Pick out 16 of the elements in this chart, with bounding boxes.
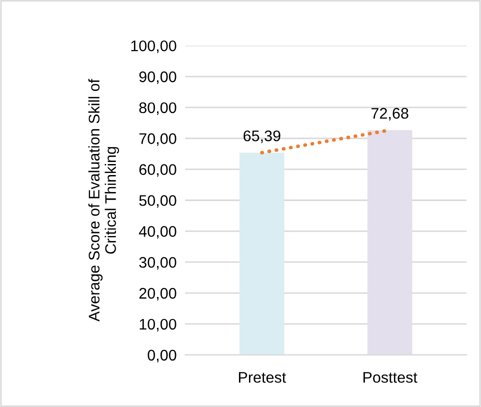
y-tick-label: 30,00 [139, 256, 176, 270]
x-tick-label: Posttest [363, 372, 418, 383]
y-tick-label: 80,00 [139, 102, 176, 115]
data-label: 72,68 [372, 108, 408, 121]
y-tick-label: 20,00 [139, 288, 176, 301]
data-label: 65,39 [244, 130, 280, 144]
x-tick-label: Pretest [238, 372, 286, 383]
y-tick-label: 10,00 [140, 318, 176, 332]
y-tick-label: 40,00 [138, 226, 176, 239]
y-tick-label: 60,00 [139, 164, 176, 177]
y-tick-label: 50,00 [139, 195, 176, 208]
y-tick-label: 0,00 [148, 350, 176, 362]
y-tick-label: 100,00 [131, 40, 176, 54]
y-axis-title: Average Score of Evaluation Skill of Critical Thinking [88, 78, 120, 322]
y-tick-label: 90,00 [139, 71, 176, 84]
y-tick-label: 70,00 [139, 133, 176, 146]
